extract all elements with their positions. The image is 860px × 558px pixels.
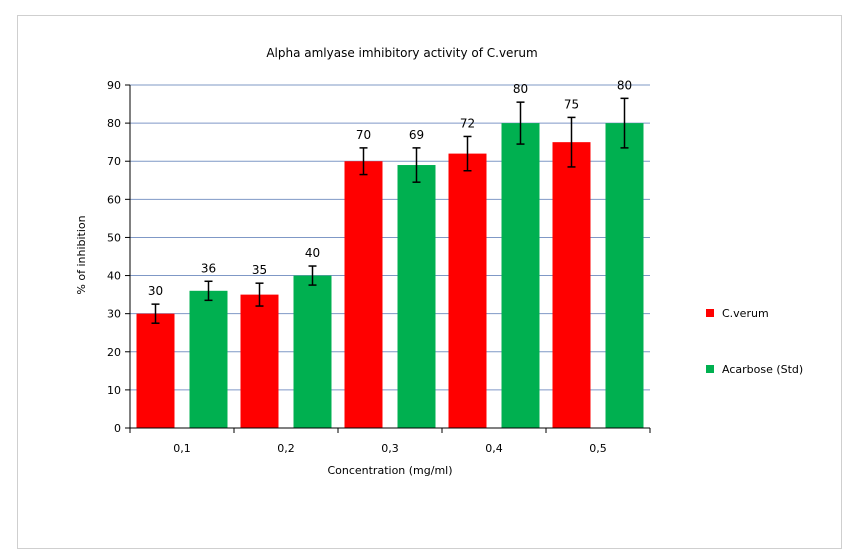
data-label: 72 xyxy=(460,116,475,130)
y-tick-label: 30 xyxy=(107,308,121,321)
y-tick-label: 60 xyxy=(107,193,121,206)
legend: C.verum Acarbose (Std) xyxy=(706,307,803,376)
bar xyxy=(397,165,436,429)
data-label: 80 xyxy=(617,78,632,92)
bar xyxy=(344,161,383,428)
bar xyxy=(240,294,279,428)
y-axis-title: % of inhibition xyxy=(75,215,88,294)
y-tick-label: 0 xyxy=(114,422,121,435)
axes: 0 10 20 30 40 50 60 70 80 90 0,1 0,2 0,3 0,4 0,5 xyxy=(107,79,651,455)
x-tick-label: 0,5 xyxy=(589,442,607,455)
y-tick-label: 40 xyxy=(107,270,121,283)
x-tick-label: 0,3 xyxy=(381,442,399,455)
x-tick-label: 0,1 xyxy=(173,442,191,455)
bar xyxy=(605,123,644,428)
y-tick-label: 90 xyxy=(107,79,121,92)
x-axis-title: Concentration (mg/ml) xyxy=(327,464,452,477)
x-tick-label: 0,2 xyxy=(277,442,295,455)
legend-swatch xyxy=(706,309,714,317)
y-tick-label: 80 xyxy=(107,117,121,130)
data-label: 30 xyxy=(148,284,163,298)
bar xyxy=(552,142,591,428)
y-tick-label: 50 xyxy=(107,231,121,244)
data-label: 36 xyxy=(201,261,216,275)
data-label: 69 xyxy=(409,128,424,142)
data-label: 35 xyxy=(252,263,267,277)
bar xyxy=(189,290,228,428)
legend-swatch xyxy=(706,365,714,373)
y-tick-label: 10 xyxy=(107,384,121,397)
bar xyxy=(448,153,487,428)
y-tick-label: 20 xyxy=(107,346,121,359)
x-tick-label: 0,4 xyxy=(485,442,503,455)
bar xyxy=(293,275,332,428)
bar xyxy=(501,123,540,428)
data-label: 80 xyxy=(513,82,528,96)
legend-label: C.verum xyxy=(722,307,769,320)
bars: 30 36 35 40 70 69 72 80 75 80 xyxy=(136,78,644,429)
data-label: 70 xyxy=(356,128,371,142)
bar xyxy=(136,313,175,428)
data-label: 40 xyxy=(305,246,320,260)
y-tick-label: 70 xyxy=(107,155,121,168)
data-label: 75 xyxy=(564,97,579,111)
chart-title: Alpha amlyase imhibitory activity of C.v… xyxy=(266,46,537,60)
legend-label: Acarbose (Std) xyxy=(722,363,803,376)
